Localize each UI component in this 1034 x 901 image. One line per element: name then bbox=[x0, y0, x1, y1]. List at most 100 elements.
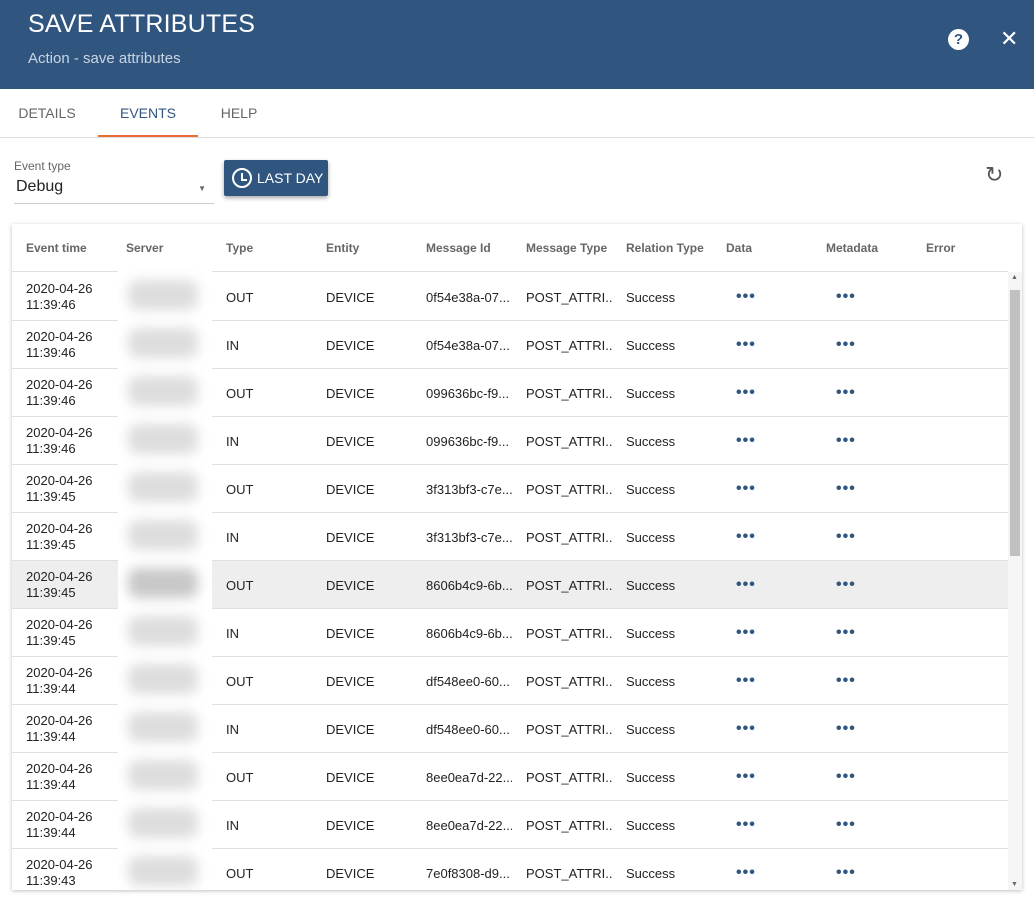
more-horiz-icon[interactable]: ••• bbox=[836, 768, 856, 785]
more-horiz-icon[interactable]: ••• bbox=[736, 384, 756, 401]
metadata-cell: ••• bbox=[812, 609, 912, 657]
data-cell: ••• bbox=[712, 705, 812, 753]
scroll-down-icon[interactable]: ▼ bbox=[1011, 881, 1018, 888]
blurred-server-value bbox=[128, 616, 198, 646]
data-cell: ••• bbox=[712, 801, 812, 849]
msg_type-value: POST_ATTRI... bbox=[526, 577, 612, 593]
table-row[interactable]: 2020-04-26 11:39:45 IN DEVICE 8606b4c9-6b...… bbox=[12, 609, 1008, 657]
more-horiz-icon[interactable]: ••• bbox=[836, 720, 856, 737]
more-horiz-icon[interactable]: ••• bbox=[836, 864, 856, 881]
more-horiz-icon[interactable]: ••• bbox=[736, 528, 756, 545]
data-cell: ••• bbox=[712, 321, 812, 369]
metadata-cell: ••• bbox=[812, 369, 912, 417]
table-row[interactable]: 2020-04-26 11:39:45 IN DEVICE 3f313bf3-c7e..… bbox=[12, 513, 1008, 561]
more-horiz-icon[interactable]: ••• bbox=[736, 576, 756, 593]
entity-cell: DEVICE bbox=[312, 369, 412, 417]
entity-cell: DEVICE bbox=[312, 321, 412, 369]
more-horiz-icon[interactable]: ••• bbox=[836, 336, 856, 353]
more-horiz-icon[interactable]: ••• bbox=[836, 624, 856, 641]
msg_id-value: 7e0f8308-d9... bbox=[426, 865, 510, 881]
relation-value: Success bbox=[626, 865, 676, 881]
table-row[interactable]: 2020-04-26 11:39:46 OUT DEVICE 0f54e38a-07..… bbox=[12, 273, 1008, 321]
more-horiz-icon[interactable]: ••• bbox=[736, 768, 756, 785]
entity-cell: DEVICE bbox=[312, 465, 412, 513]
more-horiz-icon[interactable]: ••• bbox=[736, 672, 756, 689]
more-horiz-icon[interactable]: ••• bbox=[836, 528, 856, 545]
event-type-select[interactable]: Debug ▼ bbox=[14, 178, 214, 204]
table-row[interactable]: 2020-04-26 11:39:46 IN DEVICE 099636bc-f9...… bbox=[12, 417, 1008, 465]
more-horiz-icon[interactable]: ••• bbox=[836, 576, 856, 593]
blurred-server-value bbox=[128, 712, 198, 742]
relation-value: Success bbox=[626, 817, 676, 833]
table-row[interactable]: 2020-04-26 11:39:45 OUT DEVICE 3f313bf3-c7e.… bbox=[12, 465, 1008, 513]
more-horiz-icon[interactable]: ••• bbox=[736, 432, 756, 449]
scroll-up-icon[interactable]: ▲ bbox=[1011, 274, 1018, 281]
more-horiz-icon[interactable]: ••• bbox=[736, 720, 756, 737]
msg_id-cell: 8606b4c9-6b... bbox=[412, 561, 512, 609]
more-horiz-icon[interactable]: ••• bbox=[736, 288, 756, 305]
more-horiz-icon[interactable]: ••• bbox=[836, 384, 856, 401]
msg_type-value: POST_ATTRI... bbox=[526, 865, 612, 881]
table-row[interactable]: 2020-04-26 11:39:44 OUT DEVICE 8ee0ea7d-22..… bbox=[12, 753, 1008, 801]
table-row[interactable]: 2020-04-26 11:39:46 IN DEVICE 0f54e38a-07...… bbox=[12, 321, 1008, 369]
msg_type-cell: POST_ATTRI... bbox=[512, 561, 612, 609]
msg_type-cell: POST_ATTRI... bbox=[512, 849, 612, 890]
type-cell: IN bbox=[212, 513, 312, 561]
tab-help[interactable]: HELP bbox=[220, 105, 258, 121]
msg_id-cell: df548ee0-60... bbox=[412, 657, 512, 705]
relation-cell: Success bbox=[612, 849, 712, 890]
dialog-subtitle: Action - save attributes bbox=[28, 50, 181, 67]
more-horiz-icon[interactable]: ••• bbox=[836, 480, 856, 497]
data-cell: ••• bbox=[712, 849, 812, 890]
table-row[interactable]: 2020-04-26 11:39:44 OUT DEVICE df548ee0-60..… bbox=[12, 657, 1008, 705]
more-horiz-icon[interactable]: ••• bbox=[836, 288, 856, 305]
last-day-button[interactable]: LAST DAY bbox=[224, 160, 328, 196]
tab-events[interactable]: EVENTS bbox=[98, 89, 198, 137]
type-cell: OUT bbox=[212, 465, 312, 513]
blurred-server-value bbox=[128, 424, 198, 454]
entity-cell: DEVICE bbox=[312, 753, 412, 801]
more-horiz-icon[interactable]: ••• bbox=[736, 864, 756, 881]
event-time-cell: 2020-04-26 11:39:46 bbox=[12, 321, 112, 369]
event-clock-time: 11:39:46 bbox=[26, 297, 76, 312]
msg_type-value: POST_ATTRI... bbox=[526, 625, 612, 641]
event-date: 2020-04-26 bbox=[26, 473, 93, 488]
more-horiz-icon[interactable]: ••• bbox=[736, 480, 756, 497]
more-horiz-icon[interactable]: ••• bbox=[736, 816, 756, 833]
scrollbar[interactable]: ▲ ▼ bbox=[1008, 272, 1022, 890]
event-clock-time: 11:39:45 bbox=[26, 633, 76, 648]
msg_id-value: 099636bc-f9... bbox=[426, 385, 510, 401]
more-horiz-icon[interactable]: ••• bbox=[836, 672, 856, 689]
msg_id-cell: 8ee0ea7d-22... bbox=[412, 801, 512, 849]
table-row[interactable]: 2020-04-26 11:39:46 OUT DEVICE 099636bc-f9..… bbox=[12, 369, 1008, 417]
event-clock-time: 11:39:45 bbox=[26, 489, 76, 504]
more-horiz-icon[interactable]: ••• bbox=[836, 816, 856, 833]
table-row[interactable]: 2020-04-26 11:39:44 IN DEVICE df548ee0-60...… bbox=[12, 705, 1008, 753]
refresh-icon[interactable]: ↻ bbox=[985, 162, 1004, 187]
event-date: 2020-04-26 bbox=[26, 425, 93, 440]
more-horiz-icon[interactable]: ••• bbox=[836, 432, 856, 449]
more-horiz-icon[interactable]: ••• bbox=[736, 336, 756, 353]
msg_id-cell: 3f313bf3-c7e... bbox=[412, 465, 512, 513]
entity-cell: DEVICE bbox=[312, 801, 412, 849]
tab-details[interactable]: DETAILS bbox=[18, 105, 76, 121]
help-icon[interactable]: ? bbox=[948, 29, 969, 50]
event-clock-time: 11:39:44 bbox=[26, 729, 76, 744]
more-horiz-icon[interactable]: ••• bbox=[736, 624, 756, 641]
last-day-label: LAST DAY bbox=[257, 170, 324, 186]
data-cell: ••• bbox=[712, 513, 812, 561]
type-cell: OUT bbox=[212, 273, 312, 321]
msg_type-value: POST_ATTRI... bbox=[526, 481, 612, 497]
blurred-server-value bbox=[128, 808, 198, 838]
scrollbar-thumb[interactable] bbox=[1010, 290, 1020, 556]
event-time-cell: 2020-04-26 11:39:44 bbox=[12, 657, 112, 705]
msg_type-cell: POST_ATTRI... bbox=[512, 753, 612, 801]
table-row[interactable]: 2020-04-26 11:39:44 IN DEVICE 8ee0ea7d-22...… bbox=[12, 801, 1008, 849]
data-cell: ••• bbox=[712, 369, 812, 417]
close-icon[interactable]: ✕ bbox=[1000, 26, 1019, 51]
blurred-server-value bbox=[128, 328, 198, 358]
data-cell: ••• bbox=[712, 609, 812, 657]
event-clock-time: 11:39:44 bbox=[26, 681, 76, 696]
relation-cell: Success bbox=[612, 753, 712, 801]
table-row[interactable]: 2020-04-26 11:39:43 OUT DEVICE 7e0f8308-d9..… bbox=[12, 849, 1008, 890]
